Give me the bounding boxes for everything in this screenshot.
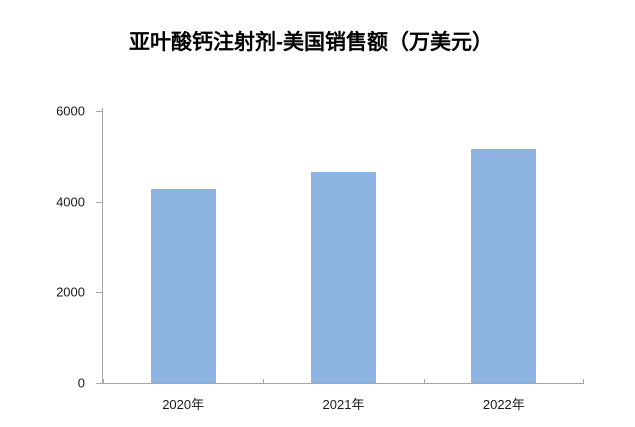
- x-axis-tick: [583, 379, 584, 383]
- chart-title: 亚叶酸钙注射剂-美国销售额（万美元）: [129, 31, 493, 54]
- bar-2021年: [311, 171, 376, 383]
- y-axis-tick-label: 6000: [56, 103, 85, 119]
- y-axis-tick-label: 0: [77, 375, 85, 391]
- y-axis-tick: [96, 111, 103, 112]
- y-axis-tick: [96, 201, 103, 203]
- bar-2020年: [150, 189, 216, 383]
- x-axis-tick: [263, 379, 264, 383]
- x-axis-tick: [424, 379, 425, 383]
- x-axis-label: 2020年: [162, 397, 205, 412]
- y-axis-tick: [96, 383, 103, 384]
- bar-2022年: [471, 148, 537, 383]
- x-axis-label: 2022年: [482, 397, 525, 412]
- x-axis-tick: [103, 379, 104, 383]
- plot-area: 0 2000 4000 6000 2020年 2021年 2022年: [56, 105, 584, 411]
- y-axis-tick-label: 2000: [56, 284, 85, 300]
- y-axis-tick-label: 4000: [56, 194, 85, 210]
- y-axis-tick: [96, 292, 103, 294]
- x-axis-label: 2021年: [322, 397, 365, 412]
